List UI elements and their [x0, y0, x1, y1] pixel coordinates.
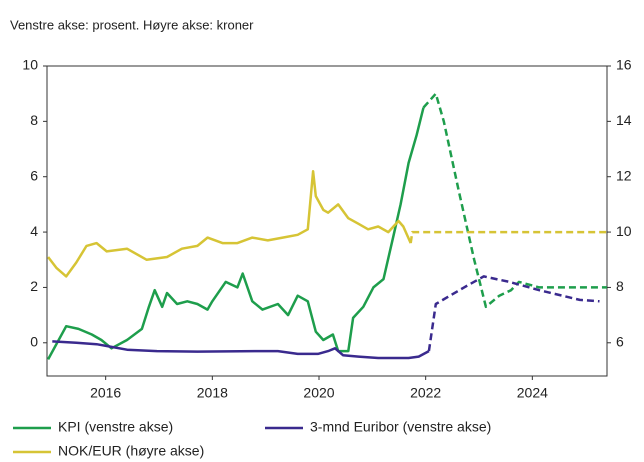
series-line-dashed — [427, 275, 600, 352]
x-tick-label: 2016 — [90, 385, 121, 401]
y2-tick-label: 16 — [616, 57, 632, 73]
series-line — [47, 107, 425, 360]
legend-label: 3-mnd Euribor (venstre akse) — [310, 419, 491, 435]
plot-frame — [46, 65, 608, 377]
series-line — [52, 340, 430, 360]
y-tick-label: 10 — [22, 57, 38, 73]
y-tick-label: 2 — [30, 278, 38, 294]
series-line-dashed — [422, 92, 607, 309]
y2-tick-label: 14 — [616, 112, 632, 128]
y2-tick-label: 6 — [616, 333, 624, 349]
x-tick-label: 2022 — [410, 385, 441, 401]
y2-tick-label: 8 — [616, 278, 624, 294]
x-tick-label: 2018 — [197, 385, 228, 401]
series-line-dashed — [409, 230, 607, 244]
x-tick-label: 2024 — [517, 385, 548, 401]
y-tick-label: 0 — [30, 333, 38, 349]
y-tick-label: 8 — [30, 112, 38, 128]
y2-tick-label: 10 — [616, 223, 632, 239]
y2-tick-label: 12 — [616, 167, 632, 183]
series-line — [47, 169, 412, 278]
x-tick-label: 2020 — [303, 385, 334, 401]
y-tick-label: 6 — [30, 167, 38, 183]
legend-label: KPI (venstre akse) — [58, 419, 173, 435]
chart-subtitle: Venstre akse: prosent. Høyre akse: krone… — [10, 17, 254, 32]
legend-label: NOK/EUR (høyre akse) — [58, 443, 204, 459]
y-tick-label: 4 — [30, 223, 38, 239]
